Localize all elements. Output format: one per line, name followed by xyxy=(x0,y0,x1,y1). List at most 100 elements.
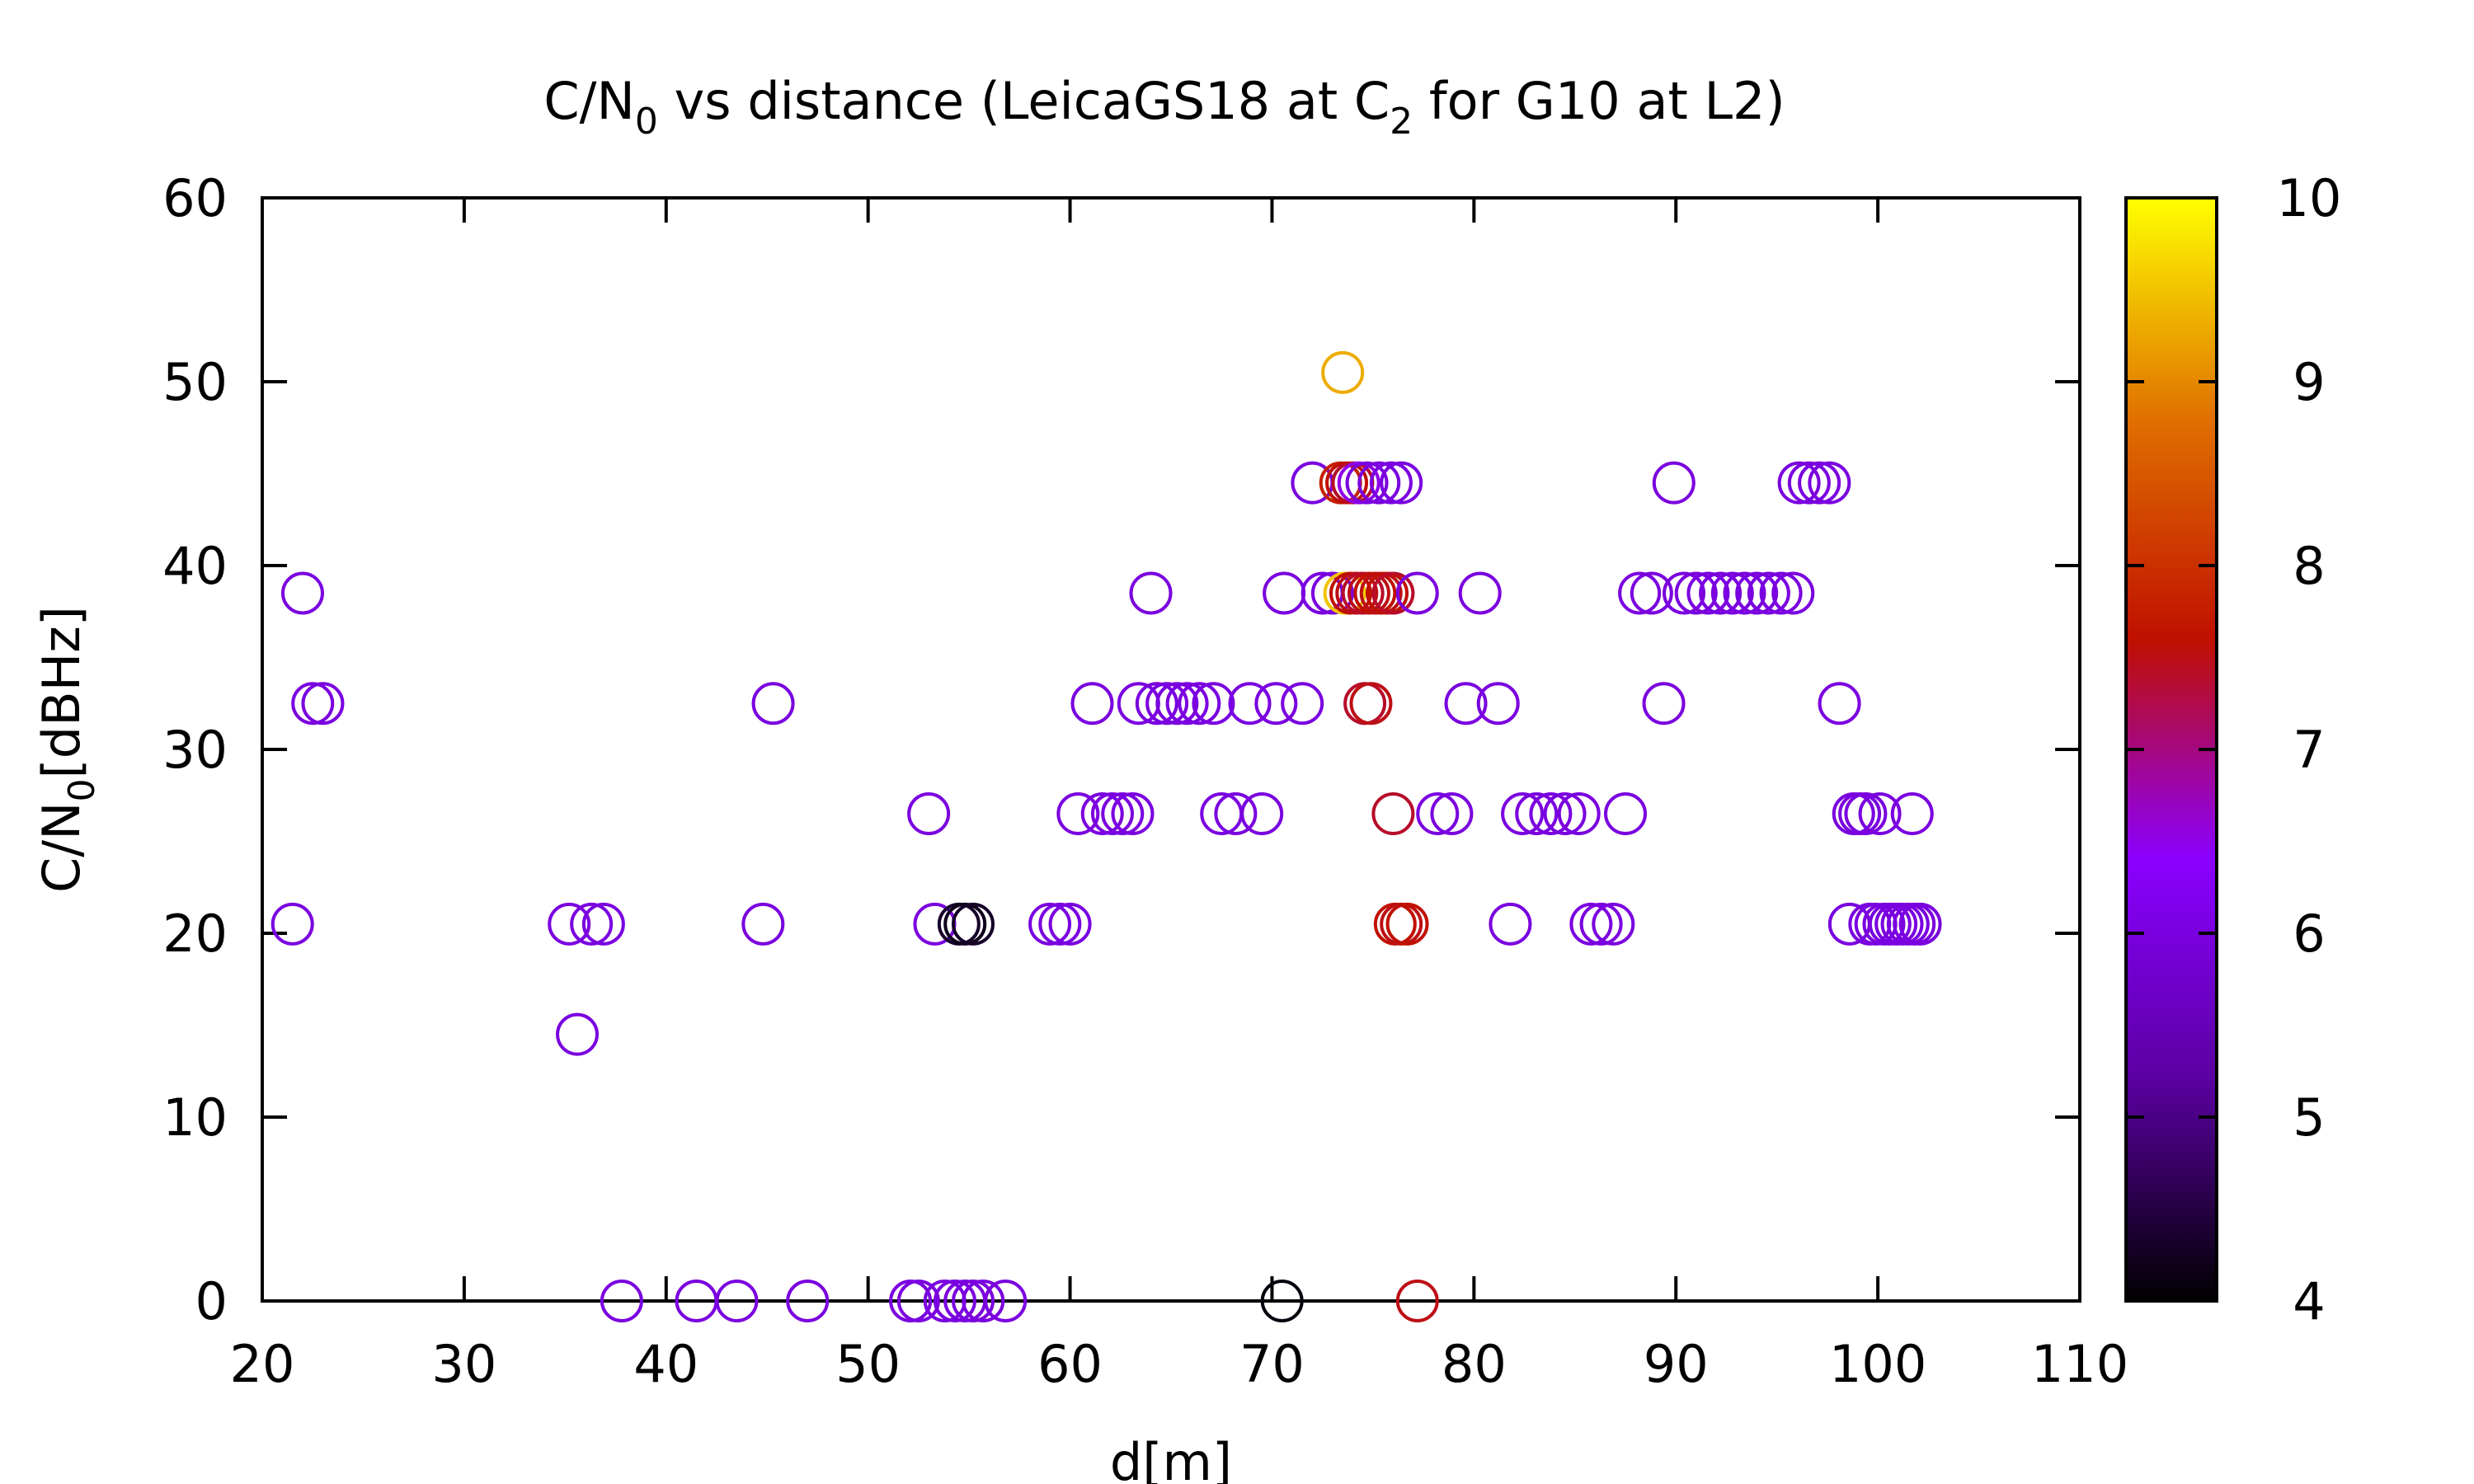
data-point xyxy=(1543,792,1587,836)
x-tick-label: 90 xyxy=(1644,1334,1709,1394)
colorbar-tick-label: 10 xyxy=(2277,168,2342,228)
data-point xyxy=(1618,571,1662,615)
data-point xyxy=(1145,682,1189,726)
data-point xyxy=(1028,902,1072,946)
data-point xyxy=(1090,792,1134,836)
x-tick-label: 30 xyxy=(431,1334,496,1394)
data-point xyxy=(1604,792,1647,836)
data-point xyxy=(907,792,951,836)
data-point xyxy=(1898,902,1942,946)
data-point xyxy=(913,902,957,946)
data-point xyxy=(1080,792,1124,836)
colorbar-axis: 4 5 6 7 8 9 10 xyxy=(2126,168,2341,1331)
data-point xyxy=(1155,682,1199,726)
data-point xyxy=(1858,792,1902,836)
data-point xyxy=(1515,792,1559,836)
data-point xyxy=(301,682,345,726)
data-point xyxy=(751,682,795,726)
y-tick-label: 10 xyxy=(162,1087,228,1148)
plot-frame xyxy=(261,196,2081,1303)
data-point xyxy=(741,902,785,946)
data-point xyxy=(1444,682,1488,726)
data-point xyxy=(1165,682,1209,726)
x-tick-label: 100 xyxy=(1829,1334,1926,1394)
y-tick-label: 40 xyxy=(162,536,228,596)
data-point xyxy=(1310,571,1354,615)
chart-title: C/N0 vs distance (LeicaGS18 at C2 for G1… xyxy=(543,71,1785,143)
y-tick-label: 50 xyxy=(162,352,228,412)
data-point xyxy=(1630,571,1673,615)
data-point xyxy=(786,1280,830,1322)
data-point xyxy=(270,902,314,946)
data-point xyxy=(1214,792,1258,836)
y-axis-label: C/N0[dBHz] xyxy=(31,606,103,893)
data-point xyxy=(1281,682,1324,726)
data-point xyxy=(1501,792,1545,836)
x-tick-label: 110 xyxy=(2031,1334,2128,1394)
data-point xyxy=(1385,902,1429,946)
data-point xyxy=(1416,792,1460,836)
y-axis: 0 10 20 30 40 50 60 xyxy=(162,168,2080,1331)
data-point xyxy=(570,902,614,946)
data-point xyxy=(1345,461,1389,505)
data-point xyxy=(1111,792,1155,836)
data-point xyxy=(1430,792,1474,836)
data-point xyxy=(1747,571,1790,615)
data-point xyxy=(1458,571,1502,615)
data-point xyxy=(1129,571,1173,615)
data-point xyxy=(952,1280,995,1322)
data-point xyxy=(962,1280,1005,1322)
data-point xyxy=(1557,792,1601,836)
x-tick-label: 70 xyxy=(1239,1334,1305,1394)
data-point xyxy=(1489,902,1532,946)
x-axis: 20 30 40 50 60 70 80 90 100 110 xyxy=(230,198,2128,1394)
data-point xyxy=(1642,682,1686,726)
colorbar-tick-label: 7 xyxy=(2293,720,2325,780)
data-point xyxy=(1101,792,1145,836)
data-point xyxy=(581,902,625,946)
data-point xyxy=(1395,571,1439,615)
y-tick-label: 60 xyxy=(162,168,228,228)
data-point xyxy=(1686,571,1730,615)
data-point xyxy=(1579,902,1623,946)
data-point xyxy=(1240,792,1284,836)
data-point xyxy=(1798,461,1841,505)
data-point xyxy=(1476,682,1520,726)
data-point xyxy=(896,1280,940,1322)
data-point xyxy=(1777,461,1821,505)
data-point xyxy=(1380,461,1423,505)
data-point xyxy=(1592,902,1635,946)
data-point xyxy=(1674,571,1718,615)
data-point xyxy=(984,1280,1028,1322)
y-tick-label: 0 xyxy=(195,1271,228,1331)
data-point xyxy=(1178,682,1221,726)
y-tick-label: 30 xyxy=(162,720,228,780)
data-point xyxy=(952,902,995,946)
data-point xyxy=(1070,682,1114,726)
data-point xyxy=(1395,1280,1439,1322)
data-point xyxy=(1038,902,1082,946)
data-point xyxy=(1735,571,1779,615)
colorbar-tick-label: 5 xyxy=(2293,1087,2325,1148)
data-point xyxy=(1723,571,1766,615)
data-point xyxy=(1228,682,1272,726)
data-point xyxy=(280,571,324,615)
data-point xyxy=(556,1012,600,1056)
data-point xyxy=(1787,461,1831,505)
x-tick-label: 20 xyxy=(230,1334,295,1394)
colorbar-tick-label: 8 xyxy=(2293,536,2325,596)
data-point xyxy=(1529,792,1573,836)
colorbar-tick-label: 9 xyxy=(2293,352,2325,412)
data-point xyxy=(1818,682,1861,726)
data-point xyxy=(1263,571,1306,615)
colorbar-tick-label: 6 xyxy=(2293,904,2325,964)
data-point xyxy=(1048,902,1092,946)
data-point xyxy=(1710,571,1754,615)
data-point xyxy=(1260,1280,1304,1322)
data-point xyxy=(1254,682,1298,726)
data-point xyxy=(933,1280,976,1322)
data-point xyxy=(1759,571,1803,615)
data-point xyxy=(1135,682,1178,726)
data-point xyxy=(1808,461,1851,505)
